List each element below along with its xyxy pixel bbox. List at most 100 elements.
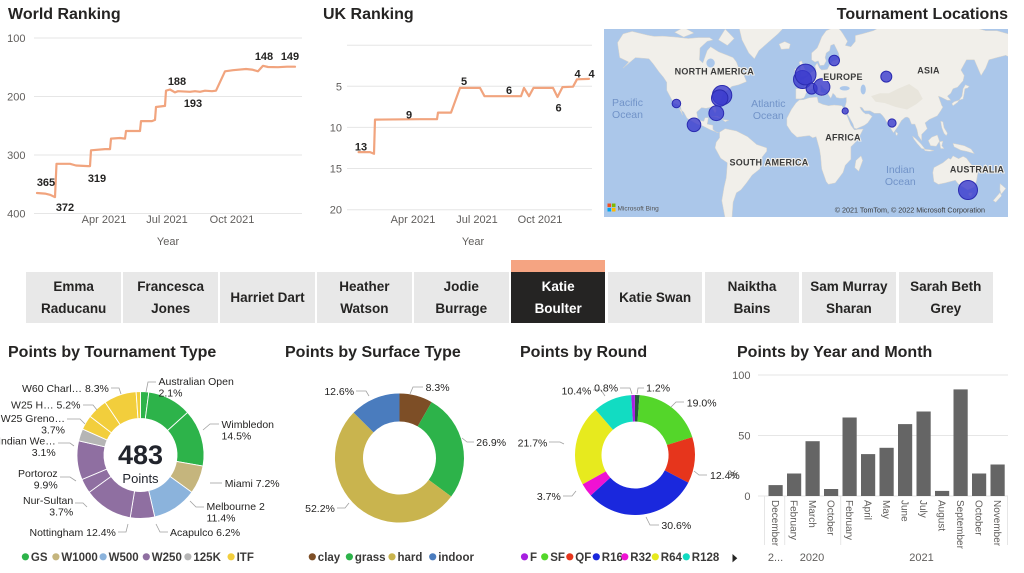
svg-text:200: 200	[7, 92, 25, 104]
svg-text:R64: R64	[661, 552, 683, 564]
svg-text:R32: R32	[630, 552, 651, 564]
svg-text:5: 5	[336, 81, 342, 93]
svg-text:3.7%: 3.7%	[49, 507, 73, 519]
svg-text:© 2021 TomTom, © 2022 Microsof: © 2021 TomTom, © 2022 Microsoft Corporat…	[835, 205, 985, 214]
svg-text:December: December	[769, 500, 780, 547]
svg-text:3.7%: 3.7%	[41, 425, 65, 437]
svg-text:188: 188	[168, 76, 186, 88]
svg-text:5: 5	[461, 76, 467, 88]
svg-text:2020: 2020	[800, 552, 824, 564]
svg-text:W60 Charl… 8.3%: W60 Charl… 8.3%	[22, 383, 109, 395]
svg-text:October: October	[973, 500, 984, 536]
svg-text:365: 365	[37, 177, 55, 189]
svg-text:100: 100	[7, 33, 25, 45]
svg-text:Pacific: Pacific	[612, 97, 643, 109]
svg-text:March: March	[806, 500, 817, 528]
svg-text:372: 372	[56, 202, 74, 214]
svg-text:Portoroz: Portoroz	[18, 468, 58, 480]
svg-text:12.4%: 12.4%	[710, 470, 740, 482]
svg-text:3.1%: 3.1%	[32, 447, 56, 459]
svg-text:19.0%: 19.0%	[687, 398, 717, 410]
svg-text:Nottingham 12.4%: Nottingham 12.4%	[30, 527, 116, 539]
svg-text:Miami 7.2%: Miami 7.2%	[225, 478, 280, 490]
svg-text:9: 9	[406, 110, 412, 122]
svg-text:50: 50	[738, 431, 750, 443]
svg-text:Ocean: Ocean	[885, 176, 916, 188]
svg-text:6: 6	[555, 103, 561, 115]
svg-text:February: February	[788, 500, 799, 540]
svg-text:February: February	[843, 500, 854, 540]
svg-text:319: 319	[88, 173, 106, 185]
svg-text:12.6%: 12.6%	[324, 386, 354, 398]
svg-text:GS: GS	[31, 552, 48, 564]
svg-text:November: November	[991, 500, 1002, 547]
svg-text:Ocean: Ocean	[612, 109, 643, 121]
svg-text:May: May	[880, 500, 891, 519]
svg-text:9.9%: 9.9%	[34, 480, 58, 492]
svg-text:EUROPE: EUROPE	[823, 72, 863, 82]
svg-text:125K: 125K	[193, 552, 221, 564]
svg-text:Jul 2021: Jul 2021	[146, 214, 188, 226]
svg-text:SOUTH AMERICA: SOUTH AMERICA	[730, 158, 809, 168]
svg-text:ITF: ITF	[237, 552, 254, 564]
svg-text:R16: R16	[602, 552, 623, 564]
svg-text:F: F	[530, 552, 537, 564]
svg-text:15: 15	[330, 164, 342, 176]
svg-text:148: 148	[255, 51, 273, 63]
svg-text:10.4%: 10.4%	[562, 386, 592, 398]
svg-text:QF: QF	[575, 552, 591, 564]
svg-text:10: 10	[330, 122, 342, 134]
svg-text:W500: W500	[109, 552, 139, 564]
svg-text:11.4%: 11.4%	[207, 513, 236, 525]
svg-text:2...: 2...	[768, 552, 783, 564]
svg-text:R128: R128	[692, 552, 720, 564]
svg-text:indoor: indoor	[438, 552, 474, 564]
svg-text:483: 483	[118, 440, 163, 470]
svg-text:September: September	[954, 500, 965, 550]
svg-text:NORTH AMERICA: NORTH AMERICA	[675, 66, 755, 76]
svg-text:2.1%: 2.1%	[159, 388, 183, 400]
svg-text:100: 100	[732, 370, 750, 382]
svg-text:20: 20	[330, 205, 342, 217]
svg-text:21.7%: 21.7%	[518, 438, 548, 450]
svg-text:Oct 2021: Oct 2021	[210, 214, 255, 226]
svg-text:Atlantic: Atlantic	[751, 98, 785, 110]
svg-text:hard: hard	[398, 552, 423, 564]
svg-text:400: 400	[7, 209, 25, 221]
svg-text:AFRICA: AFRICA	[825, 132, 861, 142]
svg-text:August: August	[936, 500, 947, 531]
svg-text:Wimbledon: Wimbledon	[222, 419, 275, 431]
svg-text:52.2%: 52.2%	[305, 503, 335, 515]
svg-text:3.7%: 3.7%	[537, 491, 561, 503]
svg-text:W25 H… 5.2%: W25 H… 5.2%	[11, 400, 80, 412]
svg-text:0.8%: 0.8%	[594, 383, 618, 395]
svg-text:W25 Greno…: W25 Greno…	[1, 413, 65, 425]
svg-text:30.6%: 30.6%	[661, 520, 691, 532]
svg-text:Jul 2021: Jul 2021	[456, 214, 498, 226]
svg-text:Nur-Sultan: Nur-Sultan	[23, 495, 73, 507]
svg-text:Apr 2021: Apr 2021	[391, 214, 436, 226]
svg-text:AUSTRALIA: AUSTRALIA	[950, 165, 1004, 175]
svg-text:W250: W250	[152, 552, 182, 564]
svg-text:8.3%: 8.3%	[426, 382, 450, 394]
svg-text:April: April	[862, 500, 873, 520]
svg-text:Oct 2021: Oct 2021	[518, 214, 563, 226]
svg-text:Year: Year	[462, 236, 485, 248]
svg-text:193: 193	[184, 98, 202, 110]
svg-text:W1000: W1000	[61, 552, 97, 564]
svg-text:4: 4	[574, 69, 581, 81]
svg-text:14.5%: 14.5%	[222, 431, 252, 443]
svg-text:13: 13	[355, 141, 367, 153]
svg-text:grass: grass	[355, 552, 386, 564]
svg-text:Indian: Indian	[886, 164, 915, 176]
svg-text:October: October	[825, 500, 836, 536]
svg-text:clay: clay	[318, 552, 341, 564]
svg-text:ASIA: ASIA	[917, 65, 940, 75]
svg-text:Microsoft Bing: Microsoft Bing	[618, 206, 660, 213]
svg-text:300: 300	[7, 150, 25, 162]
svg-text:June: June	[899, 500, 910, 522]
svg-text:Indian We…: Indian We…	[0, 436, 56, 448]
svg-text:Apr 2021: Apr 2021	[82, 214, 127, 226]
svg-text:2021: 2021	[909, 552, 933, 564]
svg-text:%: %	[728, 469, 738, 481]
